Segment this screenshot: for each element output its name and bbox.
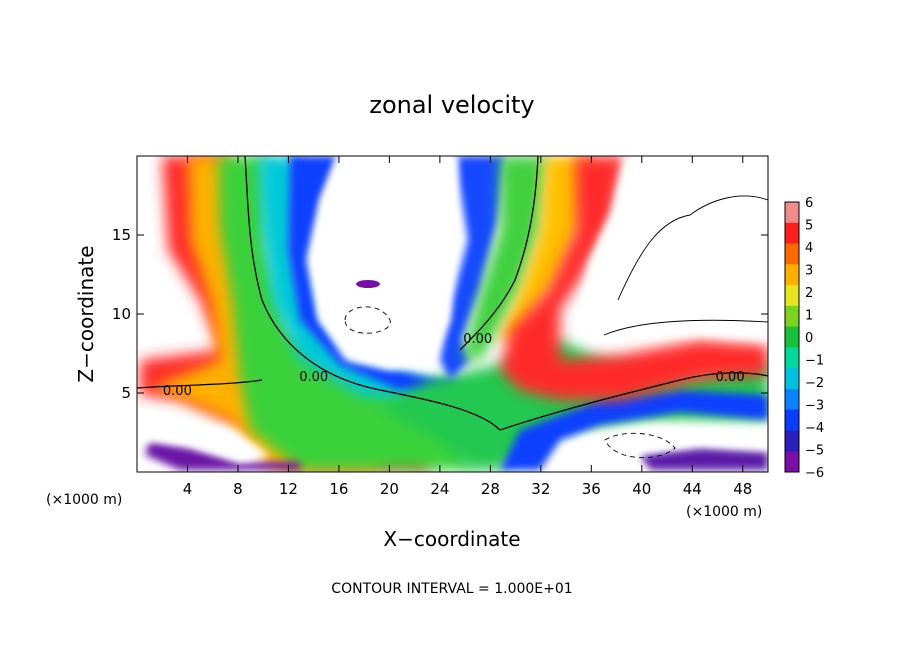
white-pocket-lowleft	[137, 420, 270, 462]
x-tick-label-4: 20	[380, 480, 399, 498]
colorbar-label-0: 6	[805, 196, 813, 211]
colorbar-label-5: 1	[805, 309, 813, 324]
y-axis-ticks: 5 10 15	[112, 226, 768, 402]
x-tick-label-11: 48	[733, 480, 752, 498]
colorbar-swatch-1	[785, 222, 799, 245]
colorbar-label-11: −5	[805, 444, 824, 459]
x-tick-label-1: 8	[233, 480, 243, 498]
x-tick-label-8: 36	[582, 480, 601, 498]
contour-label-2: 0.00	[463, 332, 492, 347]
white-pocket-lowright	[560, 425, 768, 470]
colorbar-swatch-6	[785, 326, 799, 348]
colorbar-swatch-5	[785, 305, 799, 328]
band-purple-right	[640, 448, 768, 470]
colorbar-label-10: −4	[805, 421, 824, 436]
colorbar-swatch-3	[785, 264, 799, 286]
colorbar-swatch-8	[785, 368, 799, 390]
contour-interval-note: CONTOUR INTERVAL = 1.000E+01	[331, 581, 572, 597]
colorbar-swatch-10	[785, 409, 799, 431]
band-blue-left	[288, 156, 470, 395]
colorbar-swatch-9	[785, 388, 799, 411]
x-tick-label-7: 32	[531, 480, 550, 498]
y-tick-label-0: 5	[121, 384, 131, 402]
chart-title: zonal velocity	[369, 91, 534, 119]
x-tick-label-3: 16	[329, 480, 348, 498]
colorbar-label-7: −1	[805, 354, 824, 369]
colorbar-swatch-2	[785, 243, 799, 265]
band-blue-lower	[500, 390, 768, 470]
colorbar-label-1: 5	[805, 219, 813, 234]
x-tick-label-10: 44	[683, 480, 702, 498]
purple-blob	[356, 280, 380, 288]
colorbar-label-4: 2	[805, 286, 813, 301]
colorbar-label-8: −2	[805, 376, 824, 391]
colorbar-swatch-11	[785, 430, 799, 452]
colorbar-swatch-12	[785, 451, 799, 473]
x-tick-label-2: 12	[279, 480, 298, 498]
contour-label-3: 0.00	[716, 370, 745, 385]
band-green-center	[380, 340, 768, 470]
band-blue-right	[440, 156, 505, 380]
band-cyan-left	[258, 156, 470, 405]
thin-contour-right	[603, 195, 768, 336]
colorbar-label-2: 4	[805, 241, 813, 256]
contour-label-1: 0.00	[299, 370, 328, 385]
y-tick-label-2: 15	[112, 226, 131, 244]
colorbar-label-12: −6	[805, 466, 824, 481]
x-axis-label: X−coordinate	[383, 527, 520, 551]
white-pocket-right	[578, 156, 768, 340]
velocity-field	[137, 156, 768, 472]
band-purple-left	[145, 440, 300, 470]
x-axis-ticks: 4 8 12 16 20 24 28 32 36 40 44 48	[183, 156, 752, 498]
contour-label-0: 0.00	[163, 384, 192, 399]
y-axis-label: Z−coordinate	[74, 245, 98, 382]
band-green-right	[462, 156, 548, 360]
white-pocket-center	[312, 156, 458, 370]
colorbar-swatch-7	[785, 347, 799, 369]
y-tick-label-1: 10	[112, 305, 131, 323]
colorbar-frame	[784, 201, 800, 473]
band-red-right	[500, 156, 768, 400]
colorbar-label-3: 3	[805, 264, 813, 279]
x-tick-label-9: 40	[632, 480, 651, 498]
colorbar-label-6: 0	[805, 331, 813, 346]
dashed-contour	[344, 306, 676, 459]
x-unit-left: (×1000 m)	[46, 492, 122, 508]
x-tick-label-5: 24	[430, 480, 449, 498]
contour-labels: 0.00 0.00 0.00 0.00	[163, 332, 745, 399]
x-unit-right: (×1000 m)	[686, 504, 762, 520]
colorbar-swatch-0	[785, 202, 799, 224]
x-tick-label-6: 28	[481, 480, 500, 498]
zero-contour-line	[137, 156, 768, 431]
x-tick-label-0: 4	[183, 480, 193, 498]
colorbar-swatch-4	[785, 285, 799, 307]
colorbar-label-9: −3	[805, 399, 824, 414]
band-orange-right	[498, 156, 590, 340]
colorbar: 6 5 4 3 2 1 0 −1 −2 −3 −4 −5 −6	[784, 196, 824, 481]
